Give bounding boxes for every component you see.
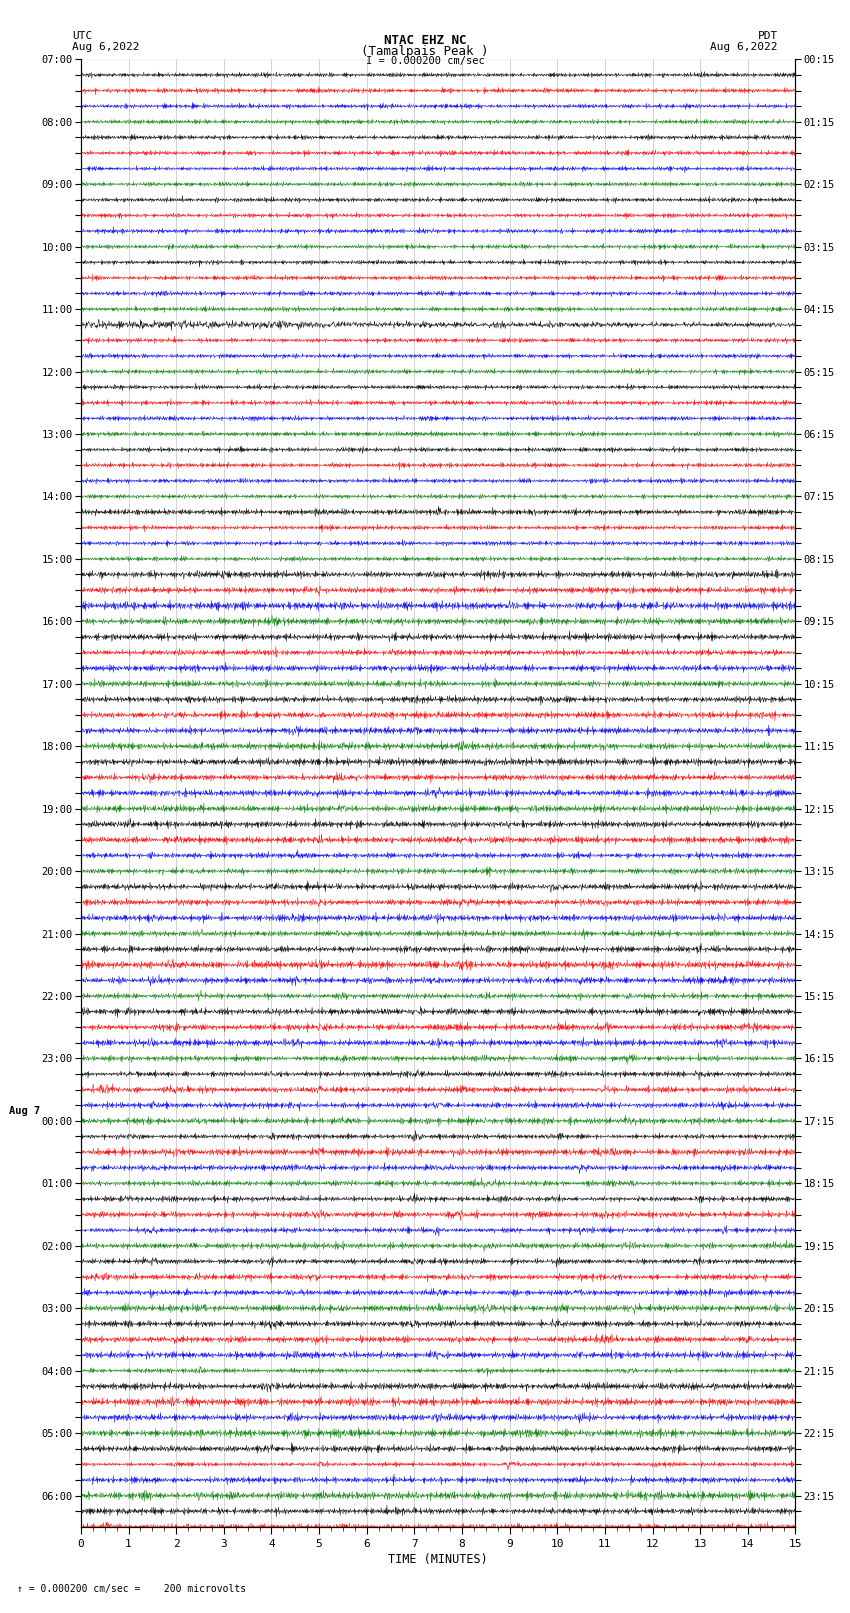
Text: UTC: UTC — [72, 31, 93, 40]
Text: NTAC EHZ NC: NTAC EHZ NC — [383, 34, 467, 47]
X-axis label: TIME (MINUTES): TIME (MINUTES) — [388, 1553, 488, 1566]
Text: I = 0.000200 cm/sec: I = 0.000200 cm/sec — [366, 56, 484, 66]
Text: ↑ = 0.000200 cm/sec =    200 microvolts: ↑ = 0.000200 cm/sec = 200 microvolts — [17, 1584, 246, 1594]
Text: Aug 6,2022: Aug 6,2022 — [72, 42, 139, 52]
Text: Aug 7: Aug 7 — [9, 1107, 41, 1116]
Text: (Tamalpais Peak ): (Tamalpais Peak ) — [361, 45, 489, 58]
Text: PDT: PDT — [757, 31, 778, 40]
Text: Aug 6,2022: Aug 6,2022 — [711, 42, 778, 52]
